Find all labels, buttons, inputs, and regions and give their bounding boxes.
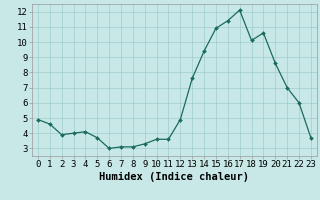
X-axis label: Humidex (Indice chaleur): Humidex (Indice chaleur) xyxy=(100,172,249,182)
